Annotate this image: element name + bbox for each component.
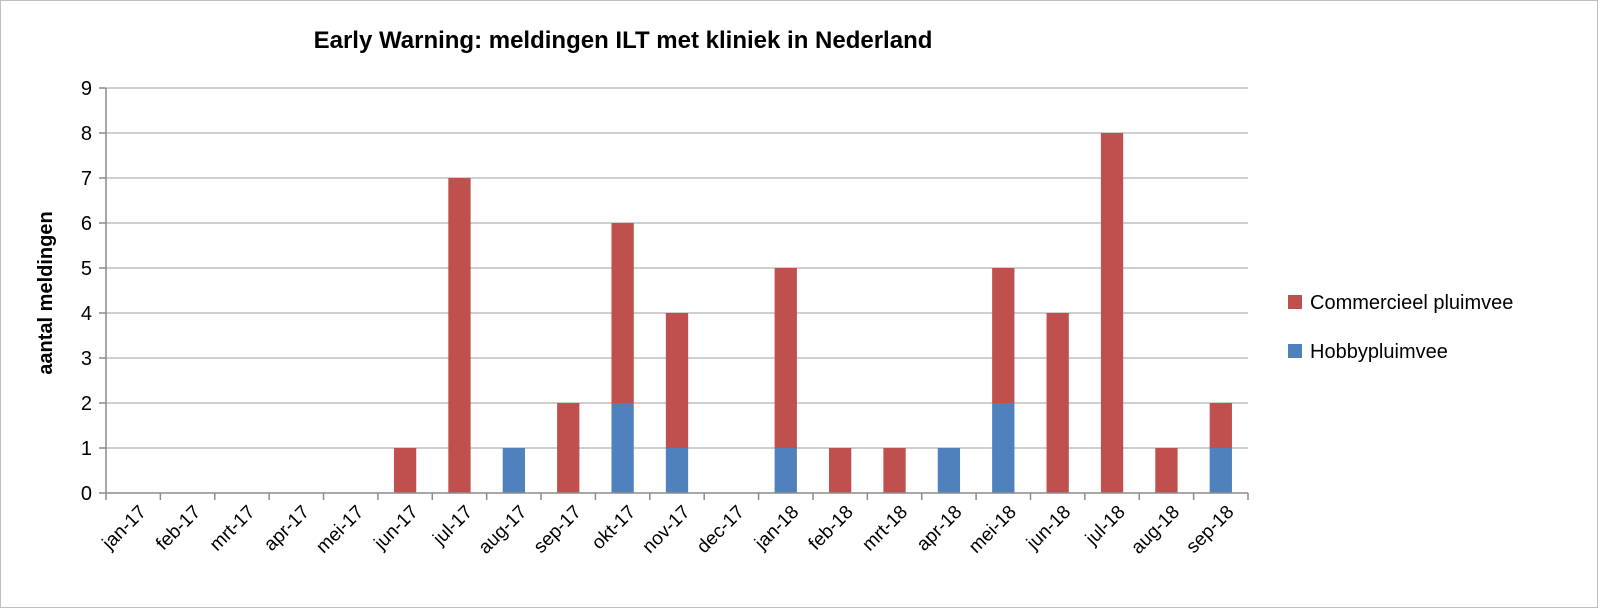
bar-commercieel-pluimvee bbox=[774, 268, 797, 448]
bar-commercieel-pluimvee bbox=[1155, 448, 1178, 493]
x-tick-label: jun-18 bbox=[1022, 502, 1075, 555]
x-tick-label: okt-17 bbox=[588, 502, 640, 554]
bar-commercieel-pluimvee bbox=[1209, 403, 1232, 448]
x-tick-label: sep-17 bbox=[530, 502, 586, 558]
x-tick-label: apr-18 bbox=[913, 502, 967, 556]
x-tick-label: nov-17 bbox=[639, 502, 695, 558]
bar-commercieel-pluimvee bbox=[828, 448, 852, 493]
bar-commercieel-pluimvee bbox=[611, 223, 634, 403]
x-tick-label: mrt-17 bbox=[206, 502, 260, 556]
y-tick-label: 6 bbox=[81, 213, 92, 235]
bar-hobbypluimvee bbox=[665, 448, 689, 493]
bar-hobbypluimvee bbox=[502, 448, 526, 493]
bar-commercieel-pluimvee bbox=[665, 313, 689, 448]
y-axis-ticks: 0 1 2 3 4 5 6 7 8 9 bbox=[81, 78, 106, 505]
y-tick-label: 1 bbox=[81, 438, 92, 460]
x-tick-label: sep-18 bbox=[1182, 502, 1238, 558]
chart-title: Early Warning: meldingen ILT met kliniek… bbox=[314, 27, 933, 54]
x-tick-label: jan-17 bbox=[98, 502, 151, 555]
bar-commercieel-pluimvee bbox=[992, 268, 1015, 403]
legend-label: Commercieel pluimvee bbox=[1310, 292, 1513, 314]
y-tick-label: 2 bbox=[81, 393, 92, 415]
bar-commercieel-pluimvee bbox=[1100, 133, 1124, 493]
legend-swatch bbox=[1288, 295, 1302, 309]
y-tick-label: 0 bbox=[81, 483, 92, 505]
y-tick-label: 8 bbox=[81, 123, 92, 145]
x-tick-label: jul-17 bbox=[429, 502, 477, 550]
bar-hobbypluimvee bbox=[774, 448, 797, 493]
y-tick-label: 4 bbox=[81, 303, 92, 325]
y-tick-label: 9 bbox=[81, 78, 92, 100]
x-tick-label: mei-18 bbox=[965, 502, 1021, 558]
legend-label: Hobbypluimvee bbox=[1310, 341, 1448, 363]
y-tick-label: 5 bbox=[81, 258, 92, 280]
bar-hobbypluimvee bbox=[992, 403, 1015, 493]
x-tick-label: jan-18 bbox=[750, 502, 803, 555]
bar-commercieel-pluimvee bbox=[883, 448, 906, 493]
bar-hobbypluimvee bbox=[1209, 448, 1232, 493]
x-tick-label: mrt-18 bbox=[858, 502, 912, 556]
bar-commercieel-pluimvee bbox=[557, 403, 580, 493]
x-tick-label: dec-17 bbox=[693, 502, 749, 558]
axes bbox=[105, 88, 1248, 494]
y-tick-label: 7 bbox=[81, 168, 92, 190]
y-axis-label: aantal meldingen bbox=[35, 211, 57, 374]
x-tick-label: aug-17 bbox=[475, 502, 532, 559]
bar-commercieel-pluimvee bbox=[393, 448, 417, 493]
x-tick-label: apr-17 bbox=[260, 502, 314, 556]
bar-commercieel-pluimvee bbox=[448, 178, 471, 493]
bar-hobbypluimvee bbox=[611, 403, 634, 493]
x-tick-label: jul-18 bbox=[1081, 502, 1129, 550]
x-tick-label: feb-18 bbox=[805, 502, 858, 555]
bars bbox=[393, 133, 1232, 493]
bar-hobbypluimvee bbox=[937, 448, 961, 493]
bar-commercieel-pluimvee bbox=[1046, 313, 1069, 493]
y-tick-label: 3 bbox=[81, 348, 92, 370]
legend: Commercieel pluimvee Hobbypluimvee bbox=[1288, 292, 1513, 363]
x-tick-label: jun-17 bbox=[370, 502, 423, 555]
legend-swatch bbox=[1288, 344, 1302, 358]
x-tick-label: feb-17 bbox=[152, 502, 205, 555]
x-tick-label: mei-17 bbox=[312, 502, 368, 558]
x-tick-label: aug-18 bbox=[1127, 502, 1184, 559]
